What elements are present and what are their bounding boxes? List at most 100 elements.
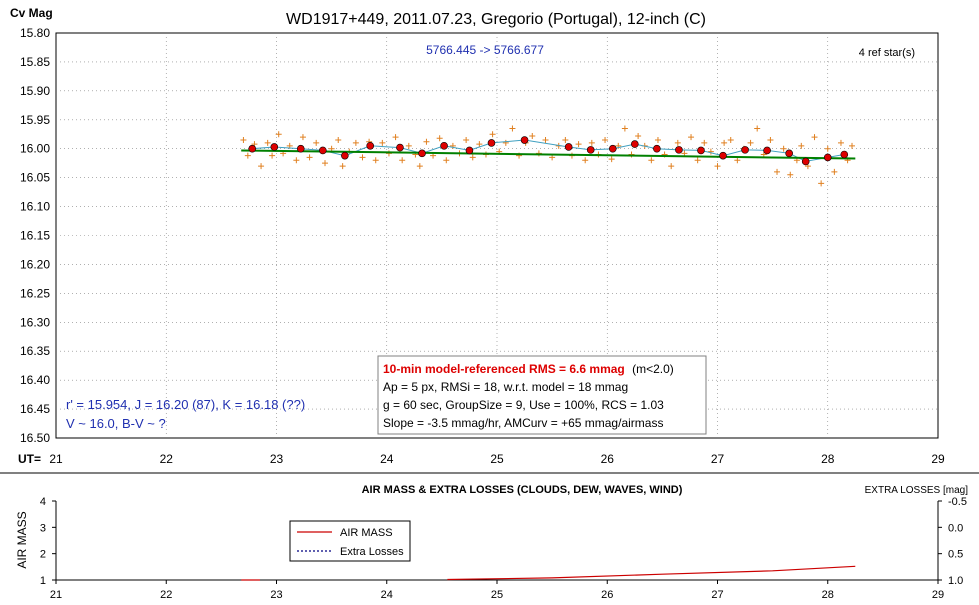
bottom-title: AIR MASS & EXTRA LOSSES (CLOUDS, DEW, WA… [362, 484, 683, 496]
y-tick-label: 15.90 [20, 84, 50, 98]
raw-point [780, 145, 787, 152]
y2-tick-label: 1.0 [948, 575, 963, 587]
raw-point [352, 139, 359, 146]
raw-point [714, 163, 721, 170]
info-line-1: Ap = 5 px, RMSi = 18, w.r.t. model = 18 … [383, 380, 628, 394]
raw-point [774, 168, 781, 175]
raw-point [721, 139, 728, 146]
x-tick-label: 27 [711, 589, 723, 601]
x-tick-label: 29 [932, 589, 944, 601]
raw-point [359, 154, 366, 161]
x-tick-label: 25 [491, 589, 503, 601]
raw-point [727, 137, 734, 144]
x-tick-label: 24 [380, 452, 394, 466]
info-box [377, 355, 707, 435]
raw-point [582, 157, 589, 164]
model-trend-line [241, 149, 856, 160]
raw-point [701, 139, 708, 146]
binned-point [586, 146, 595, 154]
x-ticks-bottom: 21 22 23 24 25 26 27 28 29 [50, 580, 944, 601]
y-tick-label: 16.15 [20, 229, 50, 243]
raw-point [811, 134, 818, 141]
raw-point [621, 125, 628, 132]
y-tick-label: 15.95 [20, 113, 50, 127]
raw-point [443, 157, 450, 164]
y-tick-label: 1 [40, 575, 46, 587]
y-tick-label: 2 [40, 549, 46, 561]
binned-point [465, 146, 474, 155]
y-tick-label: 16.30 [20, 315, 50, 329]
binned-point [248, 144, 257, 153]
ylabel-bottom: AIR MASS [15, 511, 29, 568]
x-tick-label: 25 [490, 452, 504, 466]
legend-extra-losses-label: Extra Losses [340, 546, 404, 558]
x-tick-label: 26 [601, 452, 615, 466]
binned-point [840, 150, 849, 159]
raw-point [244, 152, 251, 159]
binned-point [823, 153, 832, 162]
x-ticks-top: 21 22 23 24 25 26 27 28 29 [49, 452, 945, 466]
binned-point [653, 144, 661, 153]
airmass-line [447, 565, 856, 581]
raw-point [436, 135, 443, 142]
y-tick-label: 4 [40, 496, 46, 508]
x-tick-label: 21 [49, 452, 63, 466]
raw-point [463, 137, 470, 144]
raw-point [831, 168, 838, 175]
x-tick-label: 24 [381, 589, 393, 601]
x-tick-label: 23 [270, 589, 282, 601]
jd-range: 5766.445 -> 5766.677 [426, 43, 544, 57]
binned-point [631, 140, 639, 148]
y-tick-label: 16.25 [20, 286, 50, 300]
y-tick-label: 16.10 [20, 200, 50, 214]
raw-point [269, 152, 276, 159]
binned-point [763, 146, 771, 155]
y2-tick-label: 0.0 [948, 522, 963, 534]
raw-point [399, 157, 406, 164]
y2-ticks-bottom: -0.5 0.0 0.5 1.0 [938, 496, 967, 587]
binned-point [296, 144, 305, 153]
y-tick-label: 15.80 [20, 26, 50, 40]
binned-point [520, 136, 529, 144]
raw-point [588, 139, 595, 146]
raw-point [264, 139, 271, 146]
binned-point [440, 142, 448, 150]
raw-point [849, 142, 856, 149]
binned-point [270, 143, 279, 151]
ylabel-top: Cv Mag [10, 6, 53, 20]
raw-point [258, 163, 265, 170]
raw-point [335, 137, 342, 144]
binned-point [418, 149, 426, 158]
raw-point [392, 134, 399, 141]
raw-point [502, 139, 509, 146]
info-line-2: g = 60 sec, GroupSize = 9, Use = 100%, R… [383, 398, 664, 412]
binned-point [319, 146, 327, 155]
raw-point [372, 157, 379, 164]
raw-point [339, 163, 346, 170]
raw-point [798, 142, 805, 149]
raw-point [322, 160, 329, 167]
raw-point [469, 154, 476, 161]
y-tick-label: 16.40 [20, 373, 50, 387]
xlabel-top: UT= [18, 452, 41, 466]
raw-point [423, 138, 430, 145]
raw-point [648, 157, 655, 164]
ref-stars: 4 ref star(s) [859, 47, 915, 59]
y-ticks-bottom: 1 2 3 4 [40, 496, 56, 587]
raw-point [405, 142, 412, 149]
binned-point [801, 157, 810, 166]
airmass-series [241, 565, 856, 581]
chart-title: WD1917+449, 2011.07.23, Gregorio (Portug… [286, 11, 706, 28]
raw-point [674, 139, 681, 146]
raw-point [602, 137, 609, 144]
info-line-3: Slope = -3.5 mmag/hr, AMCurv = +65 mmag/… [383, 416, 663, 430]
raw-point [654, 137, 661, 144]
raw-point [542, 137, 549, 144]
star-info-2: V ~ 16.0, B-V ~ ? [66, 416, 166, 431]
raw-point [818, 180, 825, 187]
y-tick-label: 16.00 [20, 142, 50, 156]
raw-point [668, 163, 675, 170]
x-tick-label: 21 [50, 589, 62, 601]
raw-point [299, 134, 306, 141]
